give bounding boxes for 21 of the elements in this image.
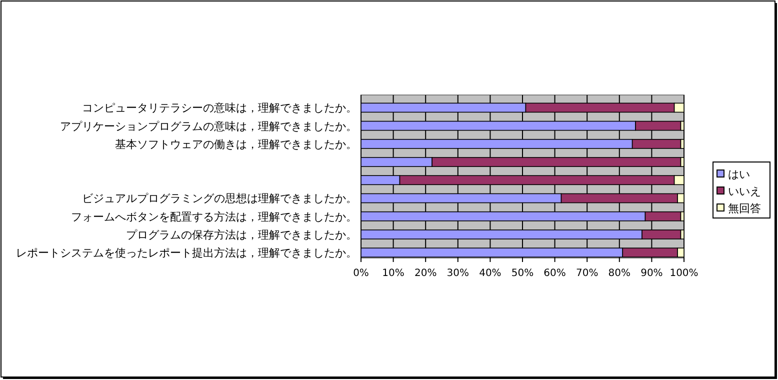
x-tick-label: 50% <box>511 268 534 279</box>
x-tick-label: 10% <box>382 268 404 279</box>
x-tick-label: 30% <box>446 268 470 279</box>
x-tick-label: 40% <box>479 268 502 279</box>
y-tick-label: フォームへボタンを配置する方法は，理解できましたか。 <box>71 210 357 224</box>
y-tick-label: レポートシステムを使ったレポート提出方法は，理解できましたか。 <box>16 246 357 260</box>
legend-label: 無回答 <box>728 202 761 215</box>
x-tick-label: 80% <box>608 268 631 279</box>
y-tick-label: 基本ソフトウェアの働きは，理解できましたか。 <box>115 138 357 151</box>
y-tick-label: コンピュータリテラシーの意味は，理解できましたか。 <box>82 102 357 115</box>
y-tick-label: アプリケーションプログラムの意味は，理解できましたか。 <box>60 120 357 133</box>
y-tick-label: ビジュアルプログラミングの思想は理解できましたか。 <box>82 192 357 206</box>
legend-label: はい <box>728 168 750 181</box>
x-tick-label: 70% <box>576 268 598 279</box>
legend-label: いいえ <box>728 185 761 198</box>
x-tick-label: 60% <box>544 268 566 279</box>
x-tick-label: 100% <box>670 268 698 279</box>
x-tick-label: 90% <box>640 268 663 279</box>
x-tick-label: 0% <box>353 268 369 279</box>
x-tick-label: 20% <box>414 268 437 279</box>
y-tick-label: プログラムの保存方法は，理解できましたか。 <box>126 228 357 242</box>
